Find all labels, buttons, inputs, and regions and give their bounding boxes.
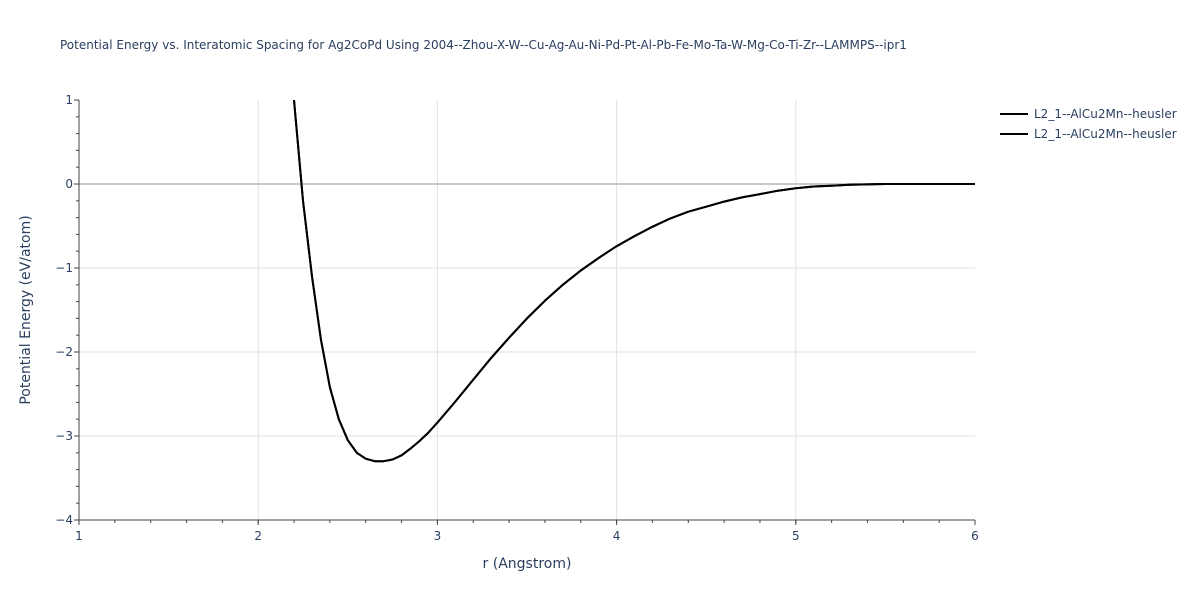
y-axis-label: Potential Energy (eV/atom) bbox=[18, 215, 34, 404]
y-tick-label: −2 bbox=[55, 345, 73, 359]
legend[interactable]: L2_1--AlCu2Mn--heusler L2_1--AlCu2Mn--heu… bbox=[1000, 107, 1177, 141]
y-tick-label: −1 bbox=[55, 261, 73, 275]
series-line-2 bbox=[293, 100, 975, 463]
grid-lines bbox=[79, 100, 975, 520]
x-tick-label: 3 bbox=[434, 529, 442, 543]
legend-item-1[interactable]: L2_1--AlCu2Mn--heusler bbox=[1000, 107, 1177, 121]
x-axis-label: r (Angstrom) bbox=[483, 556, 572, 572]
axes bbox=[74, 99, 976, 525]
tick-labels: 1 2 3 4 5 6 1 0 −1 −2 −3 −4 bbox=[55, 93, 979, 543]
legend-label: L2_1--AlCu2Mn--heusler bbox=[1034, 127, 1177, 141]
y-tick-label: 0 bbox=[65, 177, 73, 191]
legend-label: L2_1--AlCu2Mn--heusler bbox=[1034, 107, 1177, 121]
x-tick-label: 4 bbox=[613, 529, 621, 543]
series-line-1 bbox=[293, 100, 975, 463]
x-tick-label: 6 bbox=[971, 529, 979, 543]
series-group bbox=[293, 100, 975, 463]
x-tick-label: 2 bbox=[254, 529, 262, 543]
y-tick-label: −3 bbox=[55, 429, 73, 443]
y-tick-label: 1 bbox=[65, 93, 73, 107]
chart-title: Potential Energy vs. Interatomic Spacing… bbox=[60, 38, 907, 52]
y-tick-label: −4 bbox=[55, 513, 73, 527]
x-tick-label: 1 bbox=[75, 529, 83, 543]
x-tick-label: 5 bbox=[792, 529, 800, 543]
legend-item-2[interactable]: L2_1--AlCu2Mn--heusler bbox=[1000, 127, 1177, 141]
